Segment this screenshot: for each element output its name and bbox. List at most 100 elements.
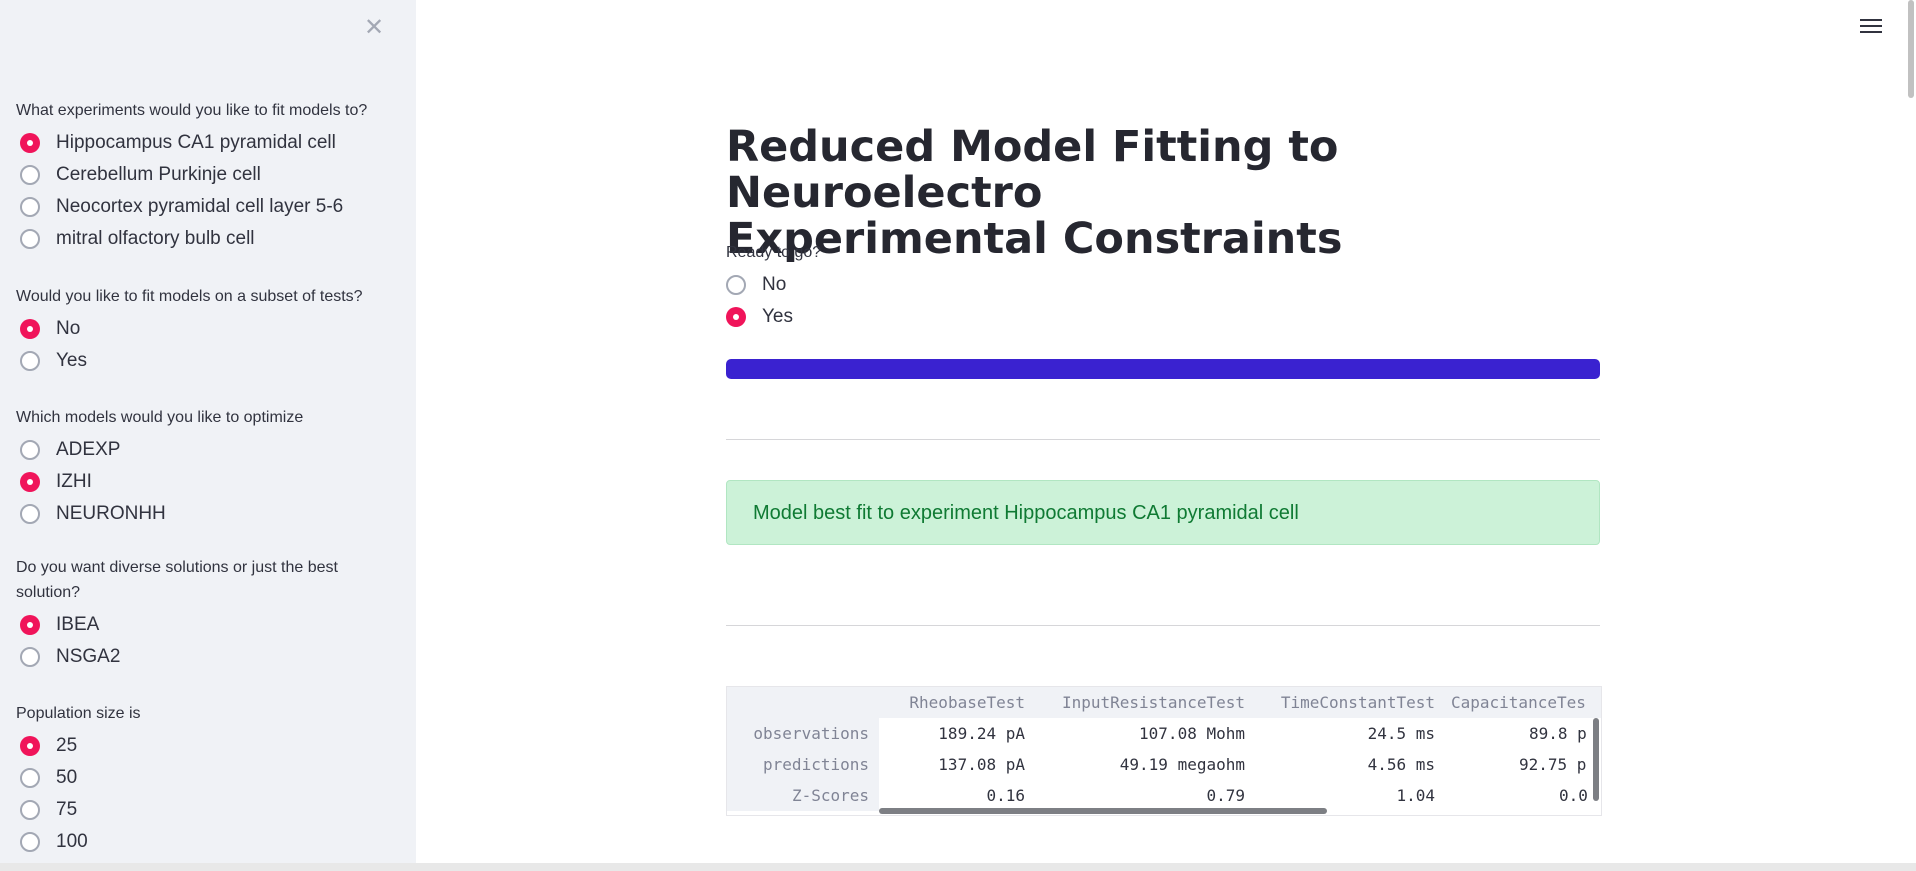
radio-pop-75[interactable]: 75 — [16, 794, 396, 826]
row-index: observations — [727, 718, 879, 749]
radio-icon[interactable] — [20, 800, 40, 820]
table-row: observations 189.24 pA 107.08 Mohm 24.5 … — [727, 718, 1601, 749]
radio-selected-icon[interactable] — [20, 133, 40, 153]
radio-label: Neocortex pyramidal cell layer 5-6 — [56, 196, 344, 217]
table-cell: 0.79 — [1206, 786, 1245, 805]
radio-icon[interactable] — [20, 351, 40, 371]
success-alert: Model best fit to experiment Hippocampus… — [726, 480, 1600, 545]
radio-icon[interactable] — [20, 832, 40, 852]
radio-neuronhh[interactable]: NEURONHH — [16, 498, 396, 530]
table-horizontal-scrollbar[interactable] — [879, 808, 1327, 814]
radio-icon[interactable] — [20, 197, 40, 217]
success-message: Model best fit to experiment Hippocampus… — [753, 502, 1299, 524]
radio-hippocampus[interactable]: Hippocampus CA1 pyramidal cell — [16, 127, 396, 159]
table-cell: 89.8 p — [1529, 724, 1587, 743]
table-cell: 4.56 ms — [1367, 755, 1435, 774]
radio-label: IZHI — [56, 471, 92, 492]
radio-subset-no[interactable]: No — [16, 313, 396, 345]
subset-group: Would you like to fit models on a subset… — [16, 284, 396, 377]
progress-bar — [726, 359, 1600, 379]
column-header: RheobaseTest — [879, 687, 1031, 718]
radio-icon[interactable] — [20, 647, 40, 667]
radio-label: No — [762, 274, 787, 295]
results-table[interactable]: RheobaseTest InputResistanceTest TimeCon… — [726, 686, 1602, 816]
radio-cerebellum[interactable]: Cerebellum Purkinje cell — [16, 159, 396, 191]
table-vertical-scrollbar[interactable] — [1593, 718, 1599, 801]
radio-label: No — [56, 318, 81, 339]
page-scrollbar-thumb[interactable] — [1908, 0, 1914, 98]
radio-label: NEURONHH — [56, 503, 166, 524]
radio-label: NSGA2 — [56, 646, 121, 667]
radio-selected-icon[interactable] — [20, 472, 40, 492]
table-cell: 189.24 pA — [938, 724, 1025, 743]
experiment-group: What experiments would you like to fit m… — [16, 98, 396, 255]
page-title: Reduced Model Fitting to Neuroelectro Ex… — [726, 124, 1600, 262]
close-icon[interactable]: ✕ — [363, 14, 385, 41]
table-cell: 1.04 — [1396, 786, 1435, 805]
subset-question: Would you like to fit models on a subset… — [16, 288, 363, 305]
radio-pop-50[interactable]: 50 — [16, 762, 396, 794]
radio-icon[interactable] — [20, 229, 40, 249]
table-corner — [727, 687, 879, 718]
radio-label: Cerebellum Purkinje cell — [56, 164, 261, 185]
radio-label: Yes — [56, 350, 87, 371]
radio-selected-icon[interactable] — [20, 615, 40, 635]
radio-label: Yes — [762, 306, 793, 327]
radio-izhi[interactable]: IZHI — [16, 466, 396, 498]
population-group: Population size is 25 50 75 100 — [16, 701, 396, 858]
page-title-line2: Experimental Constraints — [726, 214, 1343, 264]
radio-selected-icon[interactable] — [20, 736, 40, 756]
table-row: predictions 137.08 pA 49.19 megaohm 4.56… — [727, 749, 1601, 780]
radio-selected-icon[interactable] — [20, 319, 40, 339]
radio-neocortex[interactable]: Neocortex pyramidal cell layer 5-6 — [16, 191, 396, 223]
radio-icon[interactable] — [20, 504, 40, 524]
radio-selected-icon[interactable] — [726, 307, 746, 327]
radio-label: 100 — [56, 831, 88, 852]
radio-icon[interactable] — [726, 275, 746, 295]
table-cell: 107.08 Mohm — [1139, 724, 1245, 743]
row-index: Z-Scores — [727, 780, 879, 811]
radio-icon[interactable] — [20, 768, 40, 788]
population-question: Population size is — [16, 705, 141, 722]
radio-label: 25 — [56, 735, 78, 756]
radio-ibea[interactable]: IBEA — [16, 609, 376, 641]
column-header: InputResistanceTest — [1031, 687, 1251, 718]
radio-adexp[interactable]: ADEXP — [16, 434, 396, 466]
radio-nsga2[interactable]: NSGA2 — [16, 641, 376, 673]
ready-group: Ready to go? No Yes — [726, 240, 1026, 333]
radio-subset-yes[interactable]: Yes — [16, 345, 396, 377]
table-header-row: RheobaseTest InputResistanceTest TimeCon… — [727, 687, 1601, 718]
models-question: Which models would you like to optimize — [16, 409, 304, 426]
page-scrollbar[interactable] — [1906, 0, 1916, 863]
radio-label: IBEA — [56, 614, 100, 635]
diversity-group: Do you want diverse solutions or just th… — [16, 555, 376, 673]
radio-ready-no[interactable]: No — [726, 269, 1026, 301]
radio-icon[interactable] — [20, 165, 40, 185]
diversity-question: Do you want diverse solutions or just th… — [16, 559, 338, 601]
radio-pop-100[interactable]: 100 — [16, 826, 396, 858]
radio-label: Hippocampus CA1 pyramidal cell — [56, 132, 336, 153]
divider — [726, 625, 1600, 626]
divider — [726, 439, 1600, 440]
table-row: Z-Scores 0.16 0.79 1.04 0.0 — [727, 780, 1601, 811]
table-cell: 92.75 p — [1519, 755, 1587, 774]
ready-question: Ready to go? — [726, 244, 822, 261]
experiment-question: What experiments would you like to fit m… — [16, 102, 368, 119]
table-cell: 0.16 — [986, 786, 1025, 805]
hamburger-menu-icon[interactable] — [1860, 16, 1882, 38]
radio-label: ADEXP — [56, 439, 121, 460]
bottom-strip — [0, 863, 1916, 871]
radio-ready-yes[interactable]: Yes — [726, 301, 1026, 333]
table-cell: 49.19 megaohm — [1119, 755, 1245, 774]
row-index: predictions — [727, 749, 879, 780]
column-header: CapacitanceTes — [1441, 687, 1601, 718]
sidebar: ✕ What experiments would you like to fit… — [0, 0, 416, 863]
radio-mitral[interactable]: mitral olfactory bulb cell — [16, 223, 396, 255]
radio-label: 50 — [56, 767, 78, 788]
radio-icon[interactable] — [20, 440, 40, 460]
column-header: TimeConstantTest — [1251, 687, 1441, 718]
table-cell: 137.08 pA — [938, 755, 1025, 774]
radio-pop-25[interactable]: 25 — [16, 730, 396, 762]
radio-label: mitral olfactory bulb cell — [56, 228, 255, 249]
radio-label: 75 — [56, 799, 78, 820]
